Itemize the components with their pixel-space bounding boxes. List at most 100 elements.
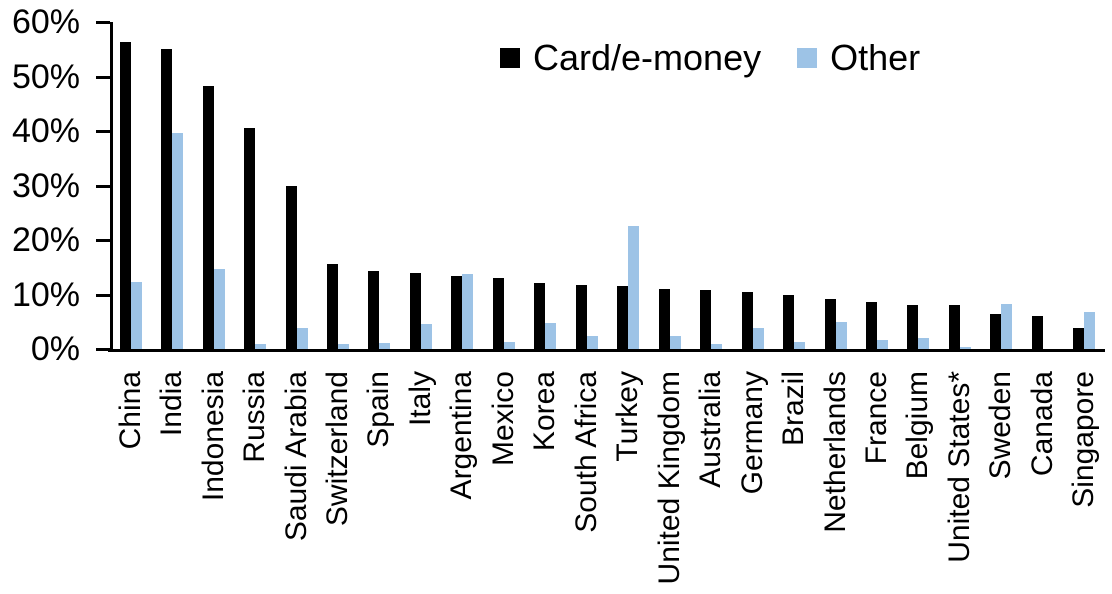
- bar-card-e-money: [202, 86, 214, 349]
- bar-card-e-money: [907, 305, 919, 349]
- bar-other: [172, 133, 184, 349]
- bar-card-e-money: [948, 305, 960, 349]
- bar-other: [545, 323, 557, 349]
- y-axis-tick-label: 40%: [11, 112, 80, 150]
- bar-card-e-money: [244, 128, 256, 349]
- y-axis-tick-label: 0%: [30, 330, 80, 368]
- legend: Card/e-money Other: [500, 37, 920, 79]
- bar-group-china: [110, 22, 151, 349]
- bar-group-south-africa: [566, 22, 607, 349]
- bar-group-turkey: [608, 22, 649, 349]
- x-axis-label: South Africa: [569, 371, 603, 533]
- bar-card-e-money: [658, 289, 670, 349]
- bar-group-united-kingdom: [649, 22, 690, 349]
- bar-group-sweden: [981, 22, 1022, 349]
- bar-group-brazil: [773, 22, 814, 349]
- bar-group-korea: [525, 22, 566, 349]
- bar-other: [794, 342, 806, 349]
- y-axis-tick-label: 60%: [11, 3, 80, 41]
- bar-group-united-states-: [939, 22, 980, 349]
- x-axis-label: Spain: [362, 371, 396, 448]
- x-axis-label: Korea: [528, 371, 562, 452]
- bar-other: [628, 226, 640, 349]
- y-axis-tick: [96, 21, 110, 24]
- bar-card-e-money: [492, 278, 504, 349]
- legend-swatch-other: [797, 48, 818, 68]
- x-axis-label: Russia: [238, 371, 272, 463]
- bar-other: [503, 342, 515, 349]
- bar-other: [1001, 304, 1013, 349]
- bar-other: [876, 340, 888, 349]
- bar-group-india: [151, 22, 192, 349]
- x-axis-label: United Kingdom: [652, 371, 686, 585]
- bar-group-italy: [400, 22, 441, 349]
- x-axis-label: Germany: [735, 371, 769, 495]
- bar-card-e-money: [617, 286, 629, 349]
- bar-card-e-money: [119, 42, 131, 349]
- y-axis-tick-label: 20%: [11, 221, 80, 259]
- x-axis-label: United States*: [942, 371, 976, 563]
- bar-group-saudi-arabia: [276, 22, 317, 349]
- legend-swatch-card-e-money: [500, 48, 520, 68]
- y-axis-tick: [96, 239, 110, 242]
- x-axis-label: Mexico: [486, 371, 520, 467]
- bar-card-e-money: [451, 276, 463, 349]
- x-axis-label: India: [155, 371, 189, 437]
- bar-group-canada: [1022, 22, 1063, 349]
- bar-other: [379, 343, 391, 349]
- x-axis-label: Saudi Arabia: [279, 371, 313, 542]
- legend-label-card-e-money: Card/e-money: [533, 37, 762, 78]
- bar-other: [213, 269, 225, 349]
- y-axis-tick: [96, 348, 110, 351]
- bar-group-spain: [359, 22, 400, 349]
- y-axis-tick: [96, 130, 110, 133]
- legend-item-other: Other: [797, 37, 920, 79]
- bar-card-e-money: [700, 290, 712, 349]
- bar-card-e-money: [865, 302, 877, 349]
- bar-other: [296, 328, 308, 349]
- bar-other: [918, 338, 930, 349]
- y-axis-tick-label: 10%: [11, 275, 80, 314]
- bar-card-e-money: [990, 314, 1002, 349]
- bar-other: [420, 324, 432, 349]
- y-axis-tick-label: 30%: [11, 166, 80, 205]
- bar-group-netherlands: [815, 22, 856, 349]
- x-axis-label: Canada: [1025, 371, 1059, 477]
- x-axis-label: Italy: [403, 371, 437, 427]
- bar-group-australia: [690, 22, 731, 349]
- x-axis-label: Brazil: [777, 371, 811, 447]
- bar-card-e-money: [783, 295, 795, 349]
- bar-card-e-money: [368, 271, 380, 349]
- bar-other: [1084, 312, 1096, 349]
- bar-card-e-money: [1073, 328, 1085, 349]
- bar-card-e-money: [327, 264, 338, 349]
- y-axis-tick: [96, 75, 110, 79]
- x-axis-label: Indonesia: [196, 371, 230, 502]
- bar-other: [255, 344, 267, 349]
- bar-other: [462, 274, 474, 349]
- bar-group-russia: [234, 22, 275, 349]
- x-axis-label: France: [859, 371, 893, 465]
- y-axis-tick: [96, 184, 110, 188]
- y-axis-tick-label: 50%: [11, 57, 80, 96]
- bar-other: [835, 322, 847, 349]
- bar-group-argentina: [442, 22, 483, 349]
- bar-other: [959, 347, 971, 349]
- bar-group-france: [856, 22, 897, 349]
- bar-card-e-money: [534, 283, 546, 349]
- bar-card-e-money: [409, 273, 421, 349]
- bar-other: [586, 336, 598, 349]
- bar-card-e-money: [741, 292, 753, 349]
- x-axis-label: Australia: [694, 371, 728, 488]
- bar-other: [130, 282, 142, 349]
- bar-card-e-money: [824, 299, 836, 349]
- x-axis-label: Sweden: [984, 371, 1018, 480]
- x-axis-label: China: [113, 371, 147, 450]
- bar-card-e-money: [161, 49, 173, 349]
- bar-card-e-money: [285, 186, 297, 349]
- bar-other: [752, 328, 764, 349]
- x-axis-line: [108, 349, 1105, 352]
- bar-other: [338, 344, 349, 349]
- y-axis-tick: [96, 293, 110, 297]
